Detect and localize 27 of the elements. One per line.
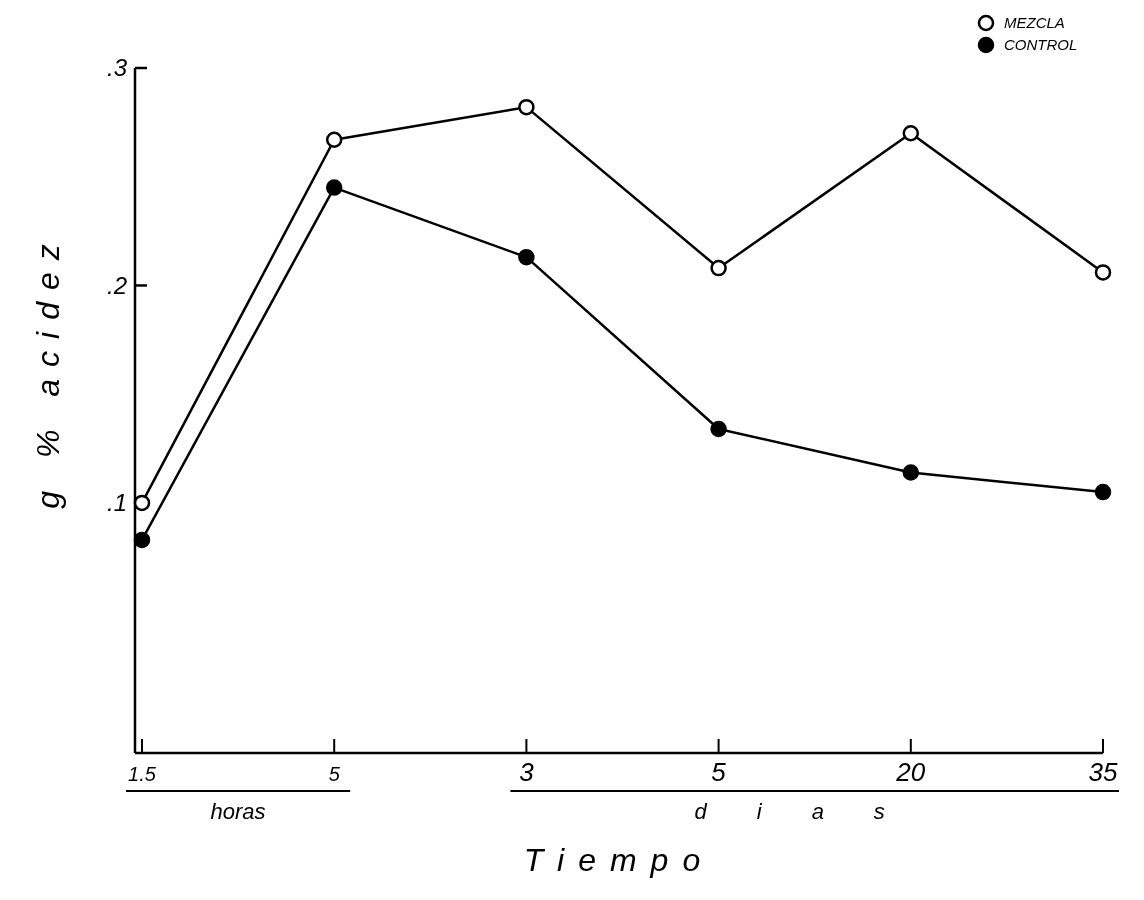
point xyxy=(1094,483,1112,501)
point xyxy=(325,179,343,196)
x-tick-label: 1.5 xyxy=(128,763,157,785)
text: horas xyxy=(210,799,266,824)
point xyxy=(133,494,151,512)
legend-label: CONTROL xyxy=(1004,36,1078,54)
y-axis-title: g % acidez xyxy=(30,232,67,509)
y-tick-label: .3 xyxy=(106,54,128,82)
point xyxy=(710,259,727,277)
x-tick-label: 35 xyxy=(1088,757,1118,787)
point xyxy=(710,420,727,438)
point xyxy=(518,98,535,116)
point xyxy=(902,464,920,481)
point xyxy=(518,248,535,266)
point xyxy=(902,124,920,142)
legend-label: MEZCLA xyxy=(1004,14,1065,32)
x-tick-label: 5 xyxy=(711,757,727,787)
x-tick-label: 3 xyxy=(519,757,535,787)
y-tick-label: .2 xyxy=(106,271,127,299)
x-axis-title: Tiempo xyxy=(523,842,715,878)
point xyxy=(325,131,343,149)
x-tick-label: 20 xyxy=(895,757,926,787)
point xyxy=(133,531,151,549)
y-tick-label: .1 xyxy=(106,489,127,517)
text: dias xyxy=(694,799,935,824)
point xyxy=(1094,264,1112,281)
x-tick-label: 5 xyxy=(328,763,341,785)
